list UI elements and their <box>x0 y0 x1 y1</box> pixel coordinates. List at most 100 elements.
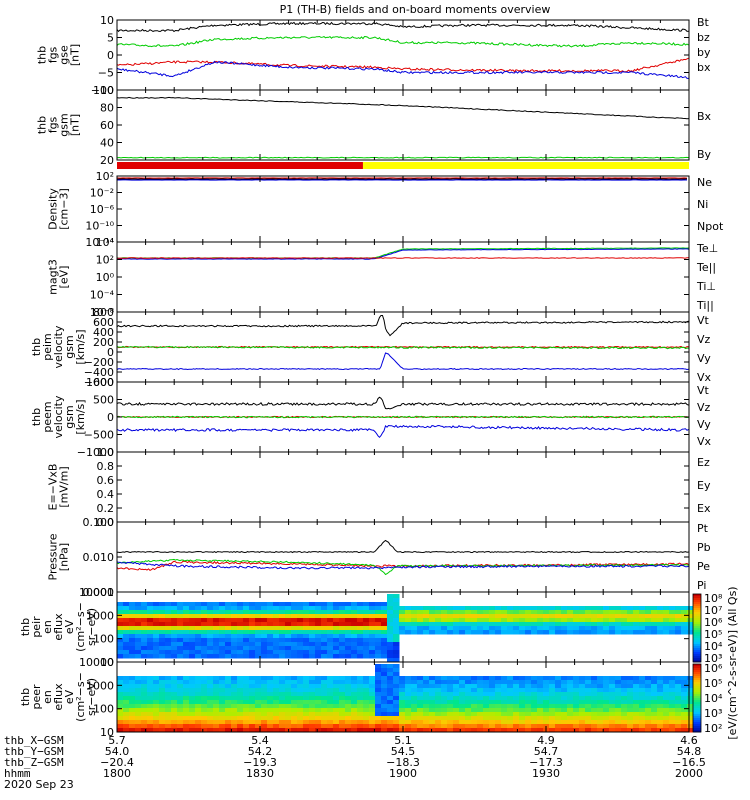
ylabel: thb <box>19 688 32 706</box>
ylabel: E=−VxB <box>47 464 60 511</box>
ylabel: thb <box>36 116 49 134</box>
ylabel: fgs <box>47 116 60 133</box>
legend-entry: Bx <box>697 110 712 123</box>
legend-entry: Vy <box>697 418 711 431</box>
ytick-label: 10⁻¹⁰ <box>85 220 114 233</box>
ylabel: thb <box>36 46 49 64</box>
ylabel: Density <box>47 188 60 230</box>
xaxis-value: 54.0 <box>105 745 130 758</box>
colorbar-tick-label: 10⁴ <box>704 692 723 705</box>
legend-entry: bz <box>697 31 710 44</box>
xaxis-row-label: hhmm <box>4 767 31 780</box>
xaxis-value: 1900 <box>389 767 417 780</box>
series-by <box>116 35 689 48</box>
xaxis-value: 2000 <box>675 767 703 780</box>
xaxis-value: −17.3 <box>529 756 563 769</box>
ylabel: eflux <box>52 613 65 641</box>
ytick-label: 200 <box>93 336 114 349</box>
ytick-label: −10 <box>91 84 114 97</box>
xaxis-value: 1830 <box>246 767 274 780</box>
legend-entry: bx <box>697 61 711 74</box>
series-Te-par <box>116 248 690 260</box>
ytick-label: 10000 <box>79 586 114 599</box>
ytick-label: 500 <box>93 394 114 407</box>
ylabel: gsm <box>58 113 71 136</box>
xaxis-value: 4.9 <box>537 734 555 747</box>
xaxis-value: 54.7 <box>534 745 559 758</box>
ylabel: en <box>41 690 54 704</box>
ylabel: eV <box>63 689 76 704</box>
ytick-label: 80 <box>100 102 114 115</box>
ylabel: [nPa] <box>58 543 71 571</box>
series-Pt <box>116 539 689 554</box>
ytick-label: 60 <box>100 119 114 132</box>
ylabel: [nT] <box>69 114 82 136</box>
ylabel: (cm²−s− <box>74 602 87 652</box>
ytick-label: −400 <box>84 366 114 379</box>
ytick-label: 0.8 <box>97 460 115 473</box>
legend-entry: Te⊥ <box>696 242 718 255</box>
ytick-label: 0.100 <box>83 516 115 529</box>
ytick-label: 100 <box>93 84 114 97</box>
xaxis-value: 54.8 <box>677 745 702 758</box>
xaxis-value: 1930 <box>532 767 560 780</box>
legend-entry: Pe <box>697 560 710 573</box>
ytick-label: 10⁰ <box>96 271 115 284</box>
ion-spectrogram-image <box>117 594 694 663</box>
colorbar-tick-label: 10⁴ <box>704 640 723 653</box>
colorbar-tick-label: 10³ <box>704 707 722 720</box>
xaxis-value: 5.1 <box>394 734 412 747</box>
legend-entry: Npot <box>697 220 724 233</box>
ytick-label: 1000 <box>86 376 114 389</box>
ytick-label: 0 <box>107 49 114 62</box>
ylabel: fgs <box>47 46 60 63</box>
panel-frame-density <box>116 175 690 243</box>
ylabel: eflux <box>52 683 65 711</box>
colorbar-tick-label: 10⁵ <box>704 677 722 690</box>
series-Bt <box>116 21 689 33</box>
ytick-label: −200 <box>84 356 114 369</box>
ylabel: magt3 <box>47 259 60 295</box>
xaxis-row-label: thb_Y−GSM <box>4 745 64 758</box>
xaxis-row-label: thb_X−GSM <box>4 734 64 747</box>
ytick-label: 10 <box>100 656 114 669</box>
legend-entry: Vz <box>697 401 711 414</box>
ytick-label: 10⁻⁶ <box>90 203 115 216</box>
ytick-label: 0.6 <box>97 474 115 487</box>
ylabel: eV <box>63 619 76 634</box>
series-Vy <box>116 345 689 350</box>
ytick-label: 0.001 <box>83 586 115 599</box>
ytick-label: 1000 <box>86 609 114 622</box>
xaxis-value: 5.7 <box>108 734 126 747</box>
legend-entry: Ni <box>697 198 708 211</box>
ytick-label: 10² <box>96 170 114 183</box>
ylabel: [mV/m] <box>58 466 71 507</box>
series-Vx <box>116 352 689 371</box>
ytick-label: 10000 <box>79 656 114 669</box>
xaxis-value: 4.6 <box>680 734 698 747</box>
ytick-label: 0.0 <box>97 516 115 529</box>
legend-entry: Ey <box>697 479 711 492</box>
ylabel: [cm−3] <box>58 188 71 230</box>
series-Vy-e <box>116 415 689 419</box>
xaxis-value: 54.2 <box>248 745 273 758</box>
legend-entry: Bt <box>697 16 710 29</box>
colorbar-upper <box>693 594 701 663</box>
panel-frame-fgs-gse <box>116 19 690 91</box>
ytick-label: 10 <box>100 726 114 739</box>
legend-entry: Ne <box>697 176 712 189</box>
colorbar-lower <box>693 664 701 733</box>
colorbar-tick-label: 10⁶ <box>704 662 723 675</box>
ytick-label: 800 <box>93 306 114 319</box>
xaxis-value: −18.3 <box>386 756 420 769</box>
legend-entry: Vt <box>697 384 710 397</box>
ylabel: (cm²−s− <box>74 672 87 722</box>
xaxis-date: 2020 Sep 23 <box>4 778 74 791</box>
panel-frame-temperature <box>116 241 690 313</box>
series-Ti <box>117 257 689 259</box>
electron-spectrogram-image <box>117 664 694 733</box>
ylabel: Pressure <box>47 533 60 580</box>
ylabel: gse <box>58 45 71 65</box>
legend-entry: Ti⊥ <box>696 280 716 293</box>
legend-entry: Vx <box>697 435 712 448</box>
